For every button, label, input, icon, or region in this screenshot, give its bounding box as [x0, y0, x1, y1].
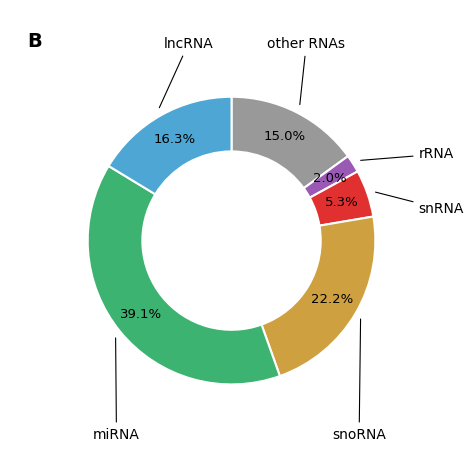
Wedge shape [310, 172, 374, 226]
Wedge shape [231, 97, 348, 188]
Text: rRNA: rRNA [361, 147, 454, 161]
Text: 22.2%: 22.2% [311, 293, 353, 306]
Text: 15.0%: 15.0% [264, 130, 306, 143]
Text: miRNA: miRNA [93, 338, 140, 442]
Wedge shape [109, 97, 231, 194]
Text: 5.3%: 5.3% [325, 196, 358, 209]
Text: 16.3%: 16.3% [153, 133, 195, 146]
Text: B: B [27, 32, 42, 51]
Text: snoRNA: snoRNA [332, 319, 386, 442]
Text: snRNA: snRNA [375, 192, 464, 216]
Text: lncRNA: lncRNA [159, 36, 213, 108]
Text: 2.0%: 2.0% [313, 172, 347, 185]
Wedge shape [262, 217, 375, 376]
Wedge shape [88, 166, 280, 384]
Wedge shape [304, 156, 358, 198]
Text: other RNAs: other RNAs [267, 36, 346, 105]
Text: 39.1%: 39.1% [120, 308, 162, 321]
